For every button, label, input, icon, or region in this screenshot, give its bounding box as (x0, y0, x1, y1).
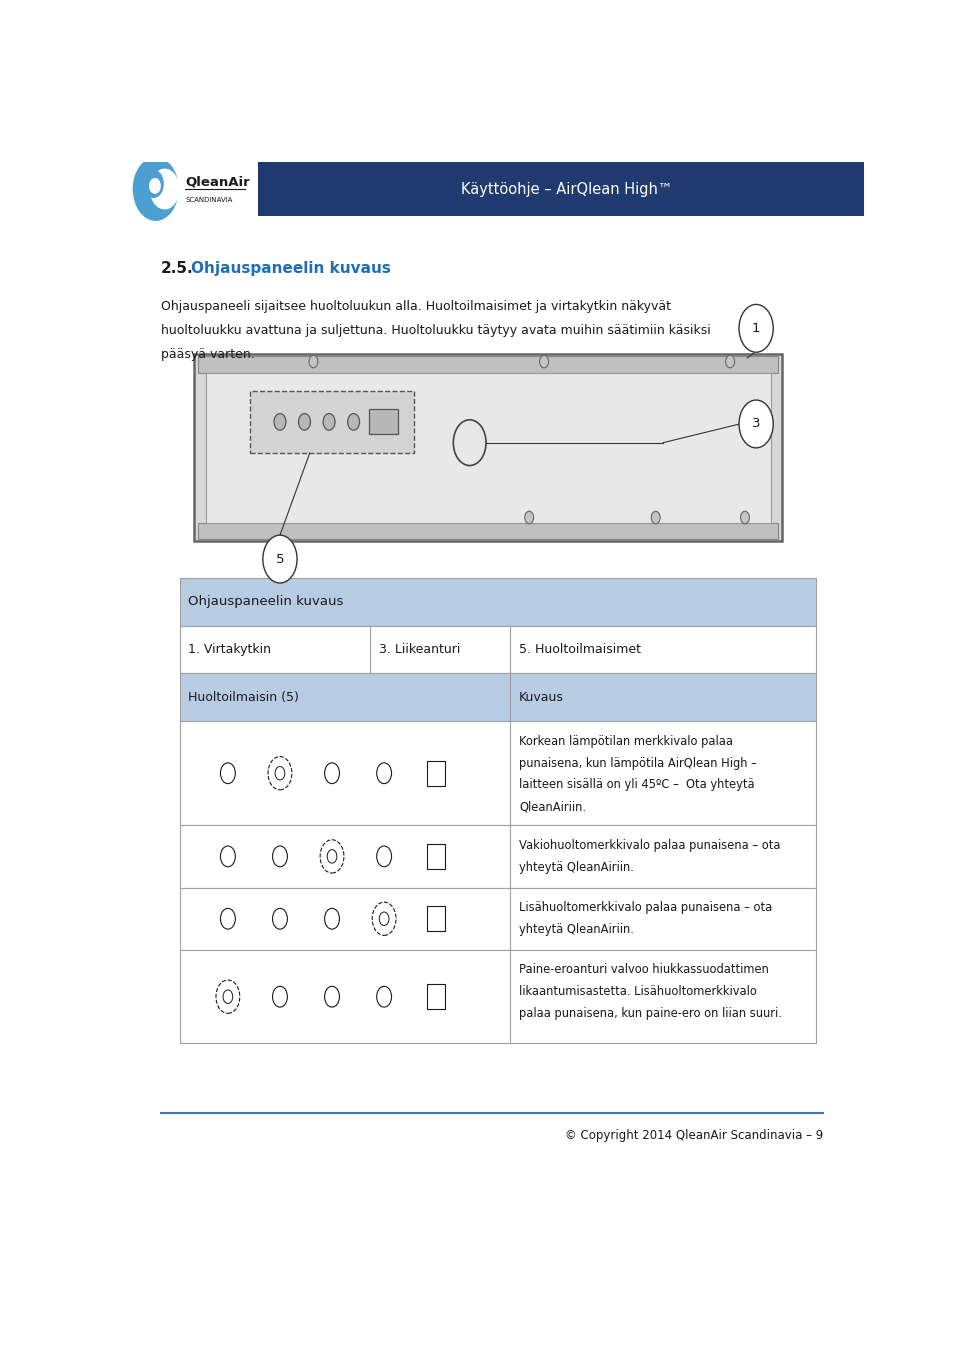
Bar (180, 625, 816, 674)
Bar (205, 373, 771, 522)
Text: 1: 1 (752, 321, 760, 335)
Bar (180, 721, 816, 825)
Text: 2.5.: 2.5. (161, 261, 194, 275)
Bar (257, 162, 864, 216)
Bar (180, 674, 816, 721)
Text: 3: 3 (752, 417, 760, 431)
Circle shape (299, 413, 310, 431)
Circle shape (150, 178, 160, 193)
Text: QleanAiriin.: QleanAiriin. (519, 801, 587, 813)
Circle shape (540, 355, 548, 367)
Text: QleanAir: QleanAir (185, 176, 251, 188)
Text: punaisena, kun lämpötila AirQlean High –: punaisena, kun lämpötila AirQlean High – (519, 756, 757, 770)
Circle shape (740, 512, 750, 524)
Text: Kuvaus: Kuvaus (519, 691, 564, 703)
Circle shape (324, 413, 335, 431)
Circle shape (651, 512, 660, 524)
Circle shape (133, 158, 178, 220)
Text: yhteytä QleanAiriin.: yhteytä QleanAiriin. (519, 923, 635, 936)
Circle shape (726, 355, 734, 367)
Bar (180, 825, 816, 887)
Circle shape (309, 355, 318, 367)
Circle shape (348, 413, 360, 431)
Bar (180, 950, 816, 1044)
Text: © Copyright 2014 QleanAir Scandinavia – 9: © Copyright 2014 QleanAir Scandinavia – … (564, 1129, 823, 1142)
Text: Käyttöohje – AirQlean High™: Käyttöohje – AirQlean High™ (461, 181, 672, 197)
Text: palaa punaisena, kun paine-ero on liian suuri.: palaa punaisena, kun paine-ero on liian … (519, 1007, 782, 1021)
Circle shape (151, 169, 179, 209)
Text: Vakiohuoltomerkkivalo palaa punaisena – ota: Vakiohuoltomerkkivalo palaa punaisena – … (519, 838, 780, 852)
Circle shape (739, 400, 773, 448)
Text: yhteytä QleanAiriin.: yhteytä QleanAiriin. (519, 860, 635, 873)
Text: 5: 5 (276, 552, 284, 566)
Bar (194, 354, 782, 541)
Bar (180, 887, 816, 950)
Bar (427, 984, 445, 1010)
Bar (251, 390, 414, 454)
Bar (180, 578, 816, 625)
Text: pääsyä varten.: pääsyä varten. (161, 348, 254, 360)
Circle shape (263, 535, 297, 583)
Text: laitteen sisällä on yli 45ºC –  Ota yhteytä: laitteen sisällä on yli 45ºC – Ota yhtey… (519, 779, 755, 791)
Circle shape (144, 170, 163, 197)
Bar (370, 409, 397, 435)
Text: Ohjauspaneelin kuvaus: Ohjauspaneelin kuvaus (188, 595, 344, 609)
Bar (198, 356, 779, 373)
Bar (120, 162, 257, 216)
Text: SCANDINAVIA: SCANDINAVIA (185, 197, 233, 204)
Text: Paine-eroanturi valvoo hiukkassuodattimen: Paine-eroanturi valvoo hiukkassuodattime… (519, 964, 769, 976)
Text: Huoltoilmaisin (5): Huoltoilmaisin (5) (188, 691, 300, 703)
Circle shape (525, 512, 534, 524)
Text: Ohjauspaneeli sijaitsee huoltoluukun alla. Huoltoilmaisimet ja virtakytkin näkyv: Ohjauspaneeli sijaitsee huoltoluukun all… (161, 300, 671, 313)
Text: likaantumisastetta. Lisähuoltomerkkivalo: likaantumisastetta. Lisähuoltomerkkivalo (519, 986, 757, 998)
Text: Korkean lämpötilan merkkivalo palaa: Korkean lämpötilan merkkivalo palaa (519, 734, 733, 748)
Bar (427, 761, 445, 786)
Text: Ohjauspaneelin kuvaus: Ohjauspaneelin kuvaus (191, 261, 391, 275)
Circle shape (453, 420, 486, 466)
Bar (427, 906, 445, 931)
Text: Lisähuoltomerkkivalo palaa punaisena – ota: Lisähuoltomerkkivalo palaa punaisena – o… (519, 900, 773, 914)
Text: 5. Huoltoilmaisimet: 5. Huoltoilmaisimet (519, 643, 641, 656)
Text: 1. Virtakytkin: 1. Virtakytkin (188, 643, 272, 656)
Circle shape (274, 413, 286, 431)
Text: huoltoluukku avattuna ja suljettuna. Huoltoluukku täytyy avata muihin säätimiin : huoltoluukku avattuna ja suljettuna. Huo… (161, 324, 710, 338)
Bar (427, 844, 445, 869)
Text: 3. Liikeanturi: 3. Liikeanturi (379, 643, 461, 656)
Circle shape (739, 304, 773, 352)
Bar (198, 522, 779, 540)
